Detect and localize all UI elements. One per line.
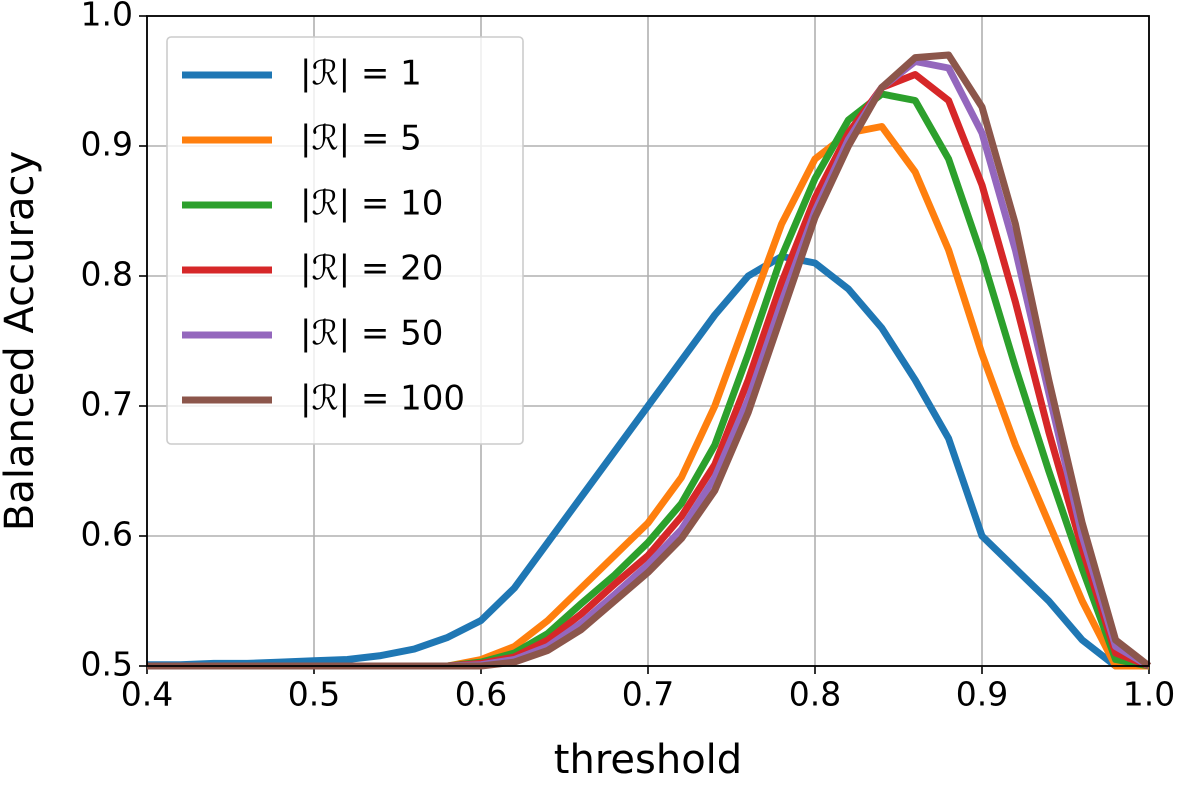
x-axis-label: threshold bbox=[554, 737, 742, 783]
x-tick-label: 0.9 bbox=[956, 675, 1008, 714]
legend-label: |ℛ| = 20 bbox=[300, 249, 443, 289]
legend-label: |ℛ| = 10 bbox=[300, 184, 443, 224]
x-tick-label: 0.7 bbox=[622, 675, 674, 714]
y-tick-label: 0.5 bbox=[81, 645, 133, 684]
x-tick-label: 0.6 bbox=[455, 675, 507, 714]
legend-label: |ℛ| = 5 bbox=[300, 119, 422, 159]
x-tick-label: 0.4 bbox=[121, 675, 173, 714]
y-tick-label: 0.7 bbox=[81, 385, 133, 424]
x-tick-label: 0.5 bbox=[288, 675, 340, 714]
legend-label: |ℛ| = 50 bbox=[300, 314, 443, 354]
y-axis-label: Balanced Accuracy bbox=[0, 151, 43, 531]
y-tick-label: 0.6 bbox=[81, 515, 133, 554]
y-tick-label: 0.9 bbox=[81, 125, 133, 164]
legend-label: |ℛ| = 1 bbox=[300, 54, 422, 94]
data-line bbox=[147, 253, 1149, 670]
legend: |ℛ| = 1 |ℛ| = 5 |ℛ| = 10 |ℛ| = 20 |ℛ| = 50 |ℛ… bbox=[166, 36, 524, 445]
x-tick-label: 0.8 bbox=[789, 675, 841, 714]
y-tick-label: 1.0 bbox=[81, 0, 133, 34]
x-tick-label: 1.0 bbox=[1123, 675, 1175, 714]
legend-label: |ℛ| = 100 bbox=[300, 379, 465, 419]
plot-frame bbox=[146, 15, 1150, 667]
y-tick-label: 0.8 bbox=[81, 255, 133, 294]
